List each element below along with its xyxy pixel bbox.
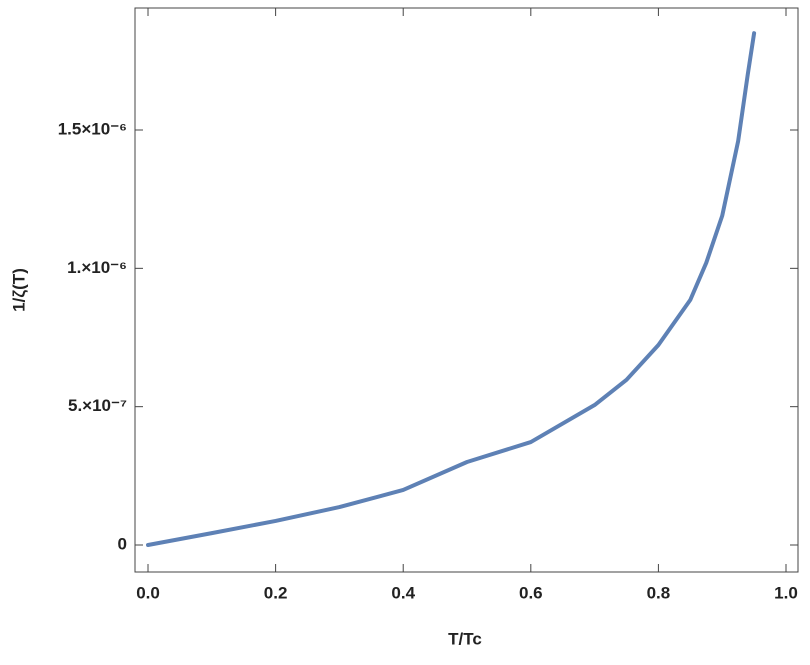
y-tick-label: 5.×10⁻⁷	[68, 396, 127, 415]
x-tick-label: 0.4	[391, 583, 415, 602]
y-tick-label: 1.5×10⁻⁶	[58, 119, 127, 138]
plot-frame	[134, 7, 799, 573]
x-tick-label: 0.8	[647, 583, 671, 602]
x-tick-label: 0.0	[136, 583, 160, 602]
x-tick-label: 1.0	[774, 583, 798, 602]
x-tick-label: 0.6	[519, 583, 543, 602]
y-axis-label: 1/ζ(T)	[9, 268, 28, 312]
x-axis-label: T/Tc	[448, 629, 482, 648]
y-tick-label: 1.×10⁻⁶	[67, 258, 127, 277]
data-line	[146, 31, 757, 547]
y-tick-label: 0	[118, 534, 127, 553]
x-tick-label: 0.2	[264, 583, 288, 602]
